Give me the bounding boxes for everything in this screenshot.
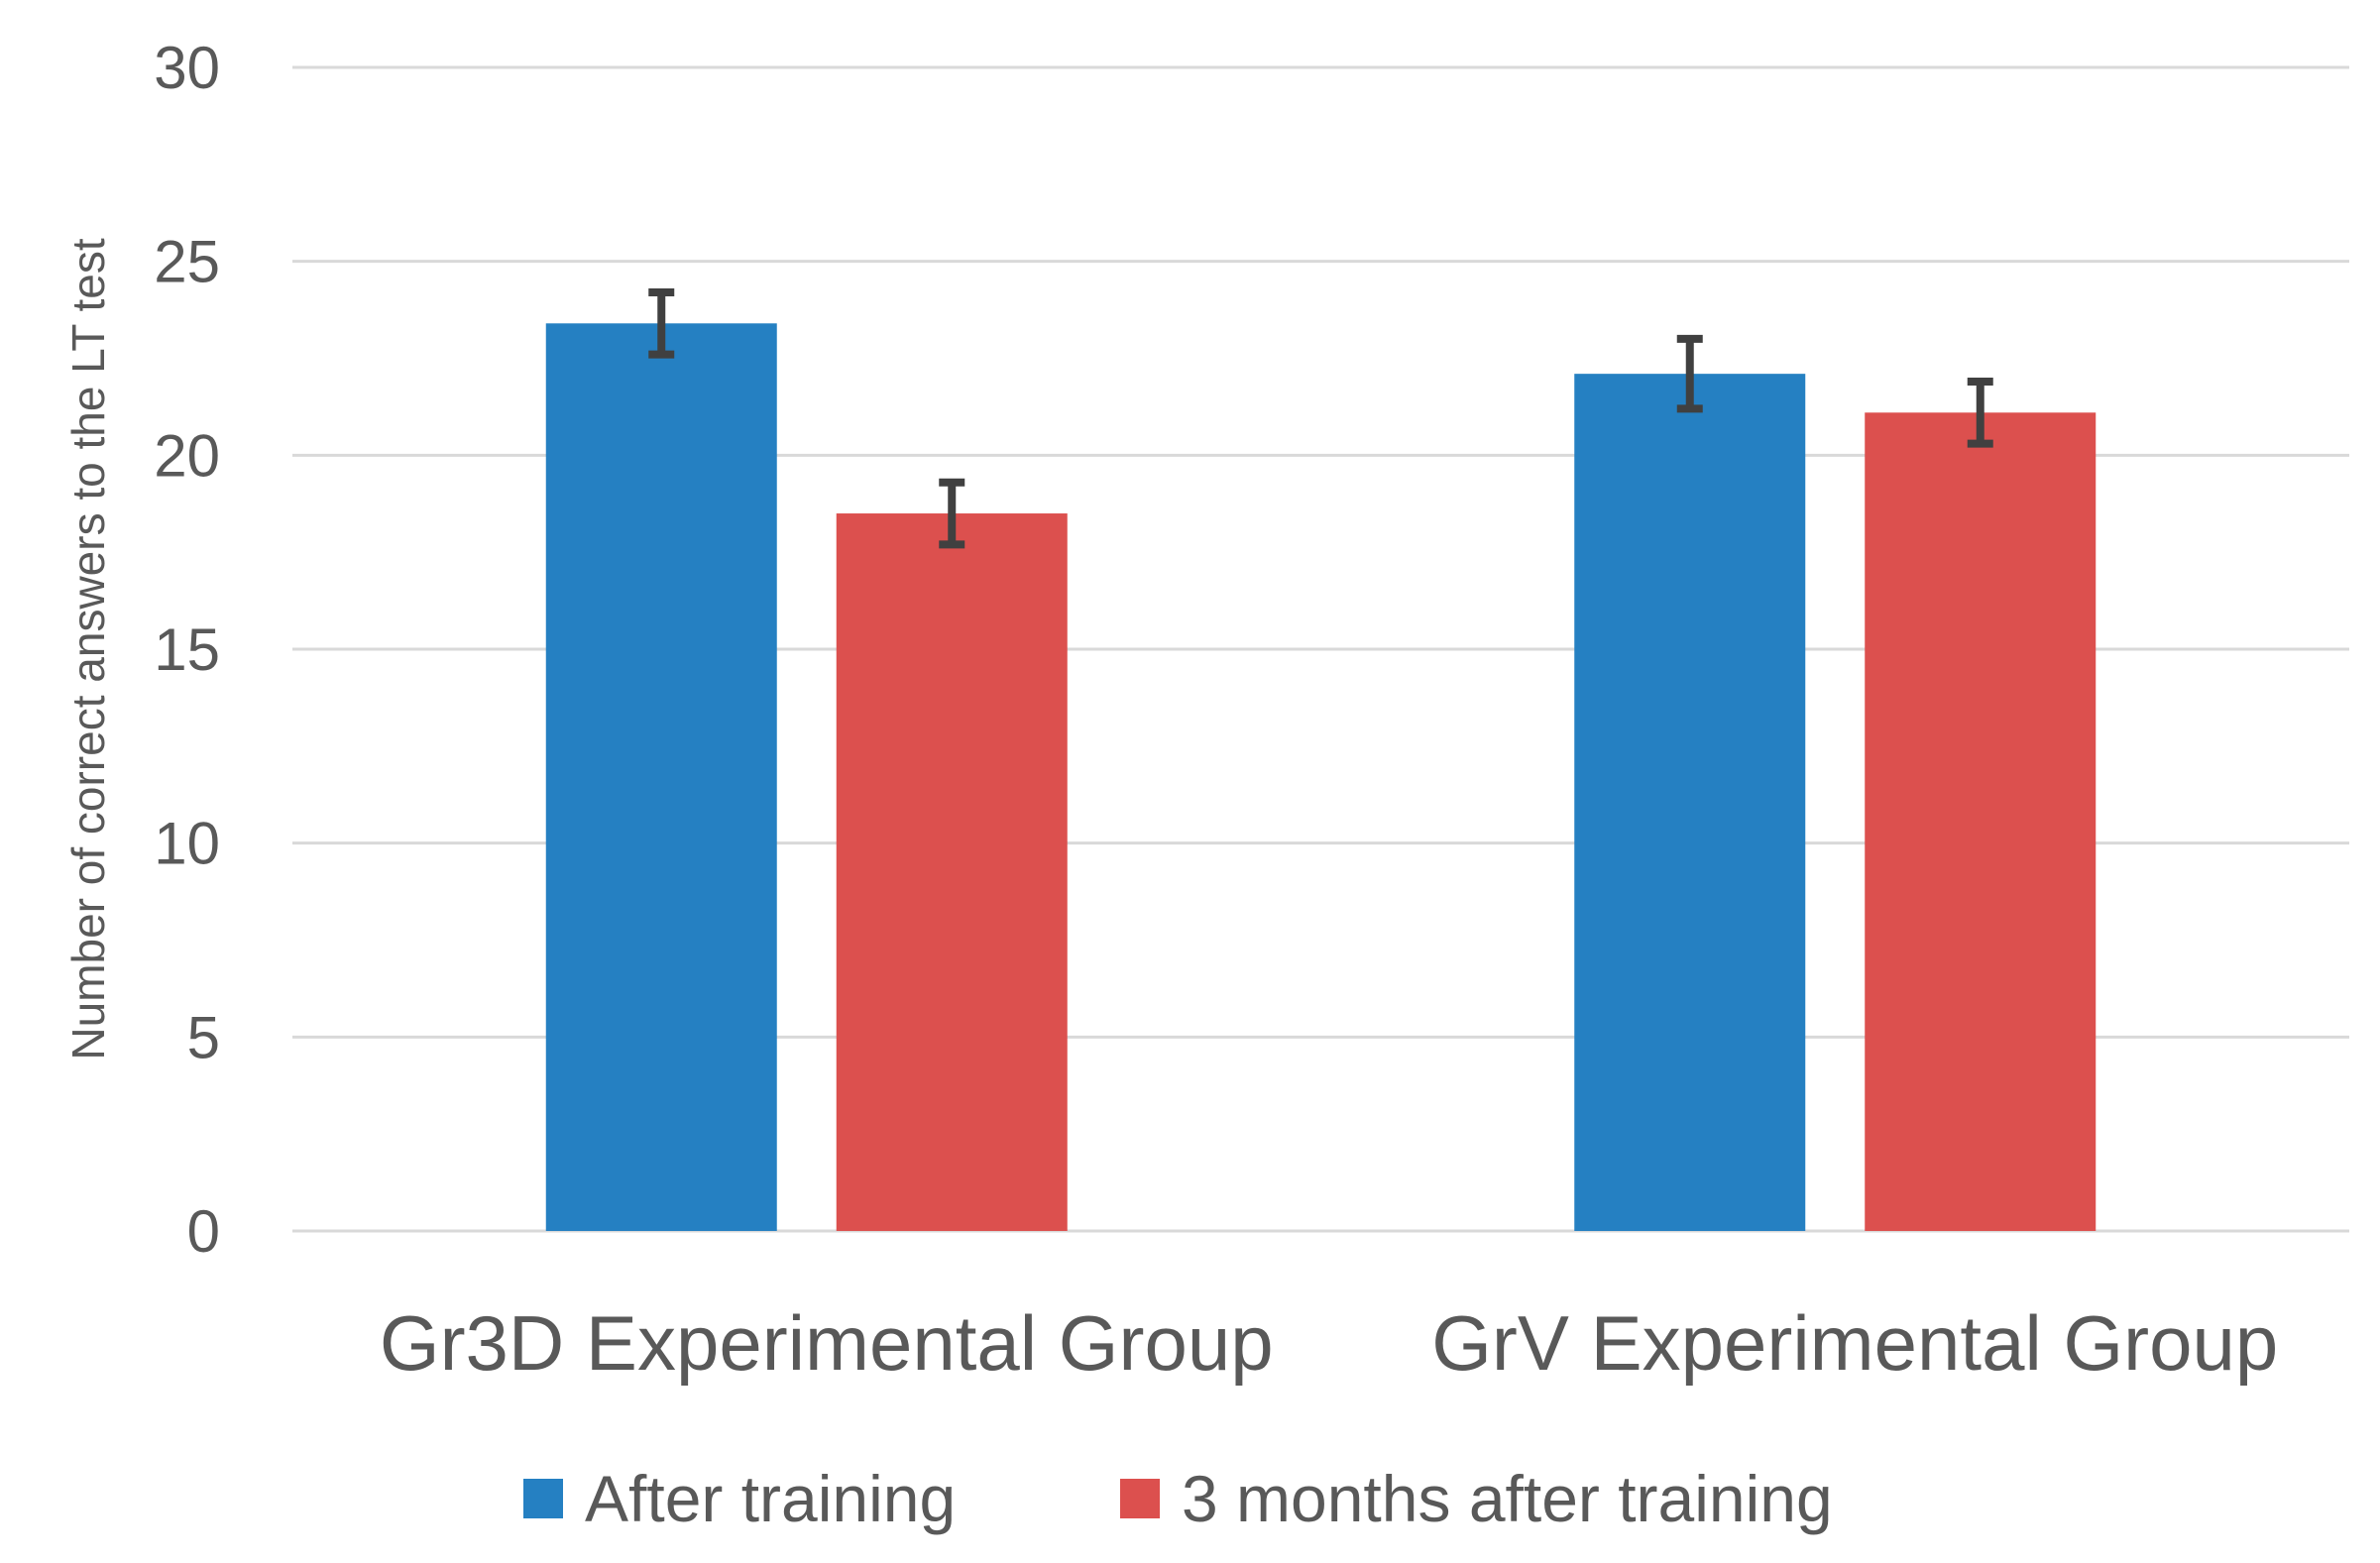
error-bar <box>648 287 675 359</box>
y-tick-label: 0 <box>187 1198 220 1265</box>
y-tick-label: 30 <box>154 35 220 101</box>
x-category-label: Gr3D Experimental Group <box>380 1299 1274 1387</box>
legend-label: 3 months after training <box>1182 1462 1833 1535</box>
y-axis-ticks: 0 5 10 15 20 25 30 <box>154 35 220 1265</box>
legend-swatch <box>523 1479 563 1518</box>
y-tick-label: 15 <box>154 616 220 683</box>
legend[interactable]: After training 3 months after training <box>523 1462 1833 1535</box>
bar-after-training-2 <box>1574 374 1806 1231</box>
x-category-label: GrV Experimental Group <box>1431 1299 2278 1387</box>
error-bars <box>648 287 1993 549</box>
legend-swatch <box>1120 1479 1160 1518</box>
bars <box>545 323 2097 1232</box>
error-bar <box>1967 377 1993 448</box>
legend-item-3-months-after-training[interactable]: 3 months after training <box>1120 1462 1833 1535</box>
y-tick-label: 20 <box>154 422 220 489</box>
y-tick-label: 10 <box>154 811 220 877</box>
bar-3-months-after-training-2 <box>1865 412 2097 1232</box>
y-tick-label: 5 <box>187 1004 220 1070</box>
x-axis-categories: Gr3D Experimental Group GrV Experimental … <box>380 1299 2278 1387</box>
error-bar <box>1676 334 1703 413</box>
y-tick-label: 25 <box>154 229 220 295</box>
error-bar <box>939 478 965 549</box>
bar-after-training-1 <box>545 323 777 1231</box>
bar-3-months-after-training-1 <box>836 513 1068 1231</box>
y-axis-title: Number of correct answers to the LT test <box>62 238 114 1060</box>
legend-item-after-training[interactable]: After training <box>523 1462 956 1535</box>
legend-label: After training <box>585 1462 956 1535</box>
